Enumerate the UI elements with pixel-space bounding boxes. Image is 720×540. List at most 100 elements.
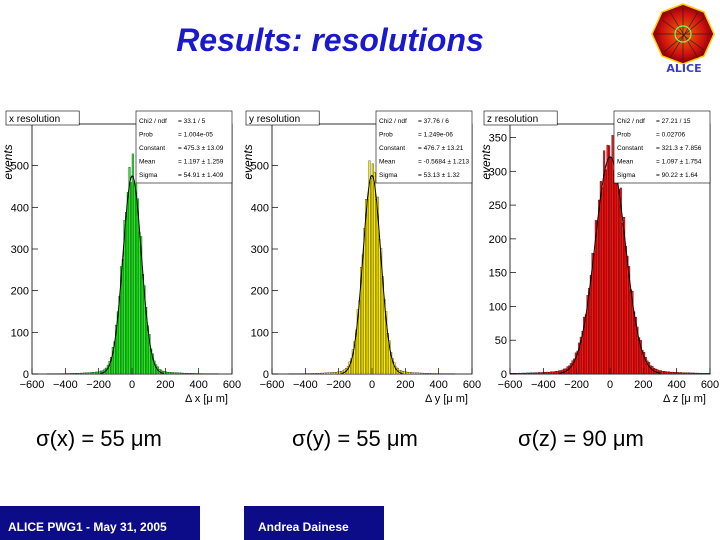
histogram-bar bbox=[614, 153, 617, 375]
histogram-bar bbox=[679, 372, 682, 375]
histogram-bar bbox=[311, 373, 314, 375]
y-tick-label: 300 bbox=[489, 166, 507, 178]
stats-value: = 321.3 ± 7.856 bbox=[656, 145, 702, 152]
footer-bar-center bbox=[244, 506, 384, 540]
histogram-bar bbox=[536, 372, 539, 375]
y-tick-label: 100 bbox=[489, 301, 507, 313]
stats-label: Mean bbox=[379, 159, 396, 166]
stats-label: Prob bbox=[617, 132, 631, 139]
x-tick-label: −600 bbox=[498, 379, 523, 391]
histogram-bar bbox=[130, 182, 133, 375]
z-resolution-histogram: z resolution events −600 −400 −200 0 200 400 600… bbox=[479, 110, 719, 405]
histogram-bar bbox=[168, 371, 171, 375]
histogram-bar bbox=[131, 153, 134, 375]
histogram-bar bbox=[696, 372, 699, 375]
histogram-bar bbox=[66, 373, 69, 375]
y-tick-label: 0 bbox=[501, 369, 507, 381]
stats-value: = 53.13 ± 1.32 bbox=[418, 172, 460, 179]
histogram-bar bbox=[83, 372, 86, 375]
histogram-bar bbox=[308, 373, 311, 375]
x-axis-label: Δ y [μ m] bbox=[425, 393, 468, 405]
histogram-bar bbox=[649, 365, 652, 375]
histogram-bar bbox=[313, 373, 316, 375]
histogram-bar bbox=[669, 371, 672, 375]
x-tick-label: 0 bbox=[369, 379, 375, 391]
histogram-bar bbox=[316, 373, 319, 375]
y-tick-label: 200 bbox=[489, 234, 507, 246]
x-tick-label: 400 bbox=[667, 379, 685, 391]
x-tick-label: −200 bbox=[564, 379, 589, 391]
histogram-bar bbox=[321, 372, 324, 375]
histogram-bar bbox=[701, 373, 704, 375]
histogram-bar bbox=[526, 372, 529, 375]
x-axis-label: Δ x [μ m] bbox=[185, 393, 228, 405]
histogram-bar bbox=[418, 372, 421, 375]
histogram-bar bbox=[694, 372, 697, 375]
histogram-bar bbox=[315, 373, 318, 375]
histogram-bar bbox=[320, 372, 323, 375]
histogram-bar bbox=[188, 373, 191, 375]
histogram-bar bbox=[193, 373, 196, 375]
histogram-bar bbox=[141, 274, 144, 375]
histogram-bar bbox=[546, 371, 549, 375]
histogram-bar bbox=[415, 372, 418, 375]
histogram-bar bbox=[175, 372, 178, 375]
histogram-bar bbox=[325, 372, 328, 375]
histogram-bar bbox=[85, 372, 88, 375]
histogram-bar bbox=[596, 221, 599, 375]
stats-label: Sigma bbox=[139, 172, 158, 179]
y-tick-label: 400 bbox=[251, 202, 269, 214]
histogram-bar bbox=[373, 171, 376, 375]
sigma-x-caption: σ(x) = 55 μm bbox=[36, 426, 162, 451]
histogram-bar bbox=[93, 372, 96, 375]
histogram-bar bbox=[70, 373, 73, 375]
footer-bar-left bbox=[0, 506, 200, 540]
histogram-bar bbox=[648, 362, 651, 375]
histogram-bar bbox=[549, 371, 552, 375]
histogram-bar bbox=[516, 373, 519, 375]
stats-label: Sigma bbox=[379, 172, 398, 179]
x-tick-label: 600 bbox=[223, 379, 241, 391]
stats-value: = 1.197 ± 1.259 bbox=[178, 159, 224, 166]
stats-value: = 27.21 / 15 bbox=[656, 118, 691, 125]
histogram-title: x resolution bbox=[9, 114, 60, 125]
logo-text: ALICE bbox=[666, 62, 701, 75]
x-tick-label: −200 bbox=[86, 379, 111, 391]
histogram-bar bbox=[678, 372, 681, 375]
histogram-bar bbox=[406, 372, 409, 375]
slide-title: Results: resolutions bbox=[176, 22, 484, 58]
histogram-bar bbox=[75, 373, 78, 375]
histogram-bar bbox=[190, 373, 193, 375]
histogram-bar bbox=[531, 372, 534, 375]
x-tick-label: 0 bbox=[607, 379, 613, 391]
y-resolution-panel: y resolution events −600 −400 −200 0 200 400 600… bbox=[241, 110, 482, 410]
histogram-bar bbox=[433, 373, 436, 375]
histogram-bar bbox=[624, 245, 627, 375]
x-tick-label: −600 bbox=[20, 379, 45, 391]
x-tick-label: 400 bbox=[429, 379, 447, 391]
histogram-bar bbox=[554, 371, 557, 375]
histogram-bar bbox=[599, 181, 602, 375]
x-tick-label: 400 bbox=[189, 379, 207, 391]
histogram-bar bbox=[420, 372, 423, 375]
stats-label: Constant bbox=[617, 145, 643, 152]
histogram-bar bbox=[331, 372, 334, 375]
histogram-bar bbox=[68, 373, 71, 375]
histogram-bar bbox=[704, 373, 707, 375]
y-resolution-histogram: y resolution events −600 −400 −200 0 200 400 600… bbox=[241, 110, 481, 405]
stats-value: = 90.22 ± 1.64 bbox=[656, 172, 698, 179]
y-tick-label: 100 bbox=[251, 327, 269, 339]
histogram-bar bbox=[73, 373, 76, 375]
x-tick-label: −200 bbox=[326, 379, 351, 391]
x-tick-label: 200 bbox=[396, 379, 414, 391]
alice-logo: ALICE bbox=[650, 2, 716, 75]
y-tick-label: 200 bbox=[11, 286, 29, 298]
histogram-bar bbox=[626, 255, 629, 375]
x-tick-label: −600 bbox=[260, 379, 285, 391]
histogram-bar bbox=[533, 372, 536, 375]
histogram-bar bbox=[523, 372, 526, 375]
x-resolution-histogram: x resolution events −600 −400 −200 0 200 400 600… bbox=[1, 110, 241, 405]
stats-label: Constant bbox=[379, 145, 405, 152]
stats-box bbox=[375, 110, 473, 184]
histogram-bar bbox=[176, 372, 179, 375]
